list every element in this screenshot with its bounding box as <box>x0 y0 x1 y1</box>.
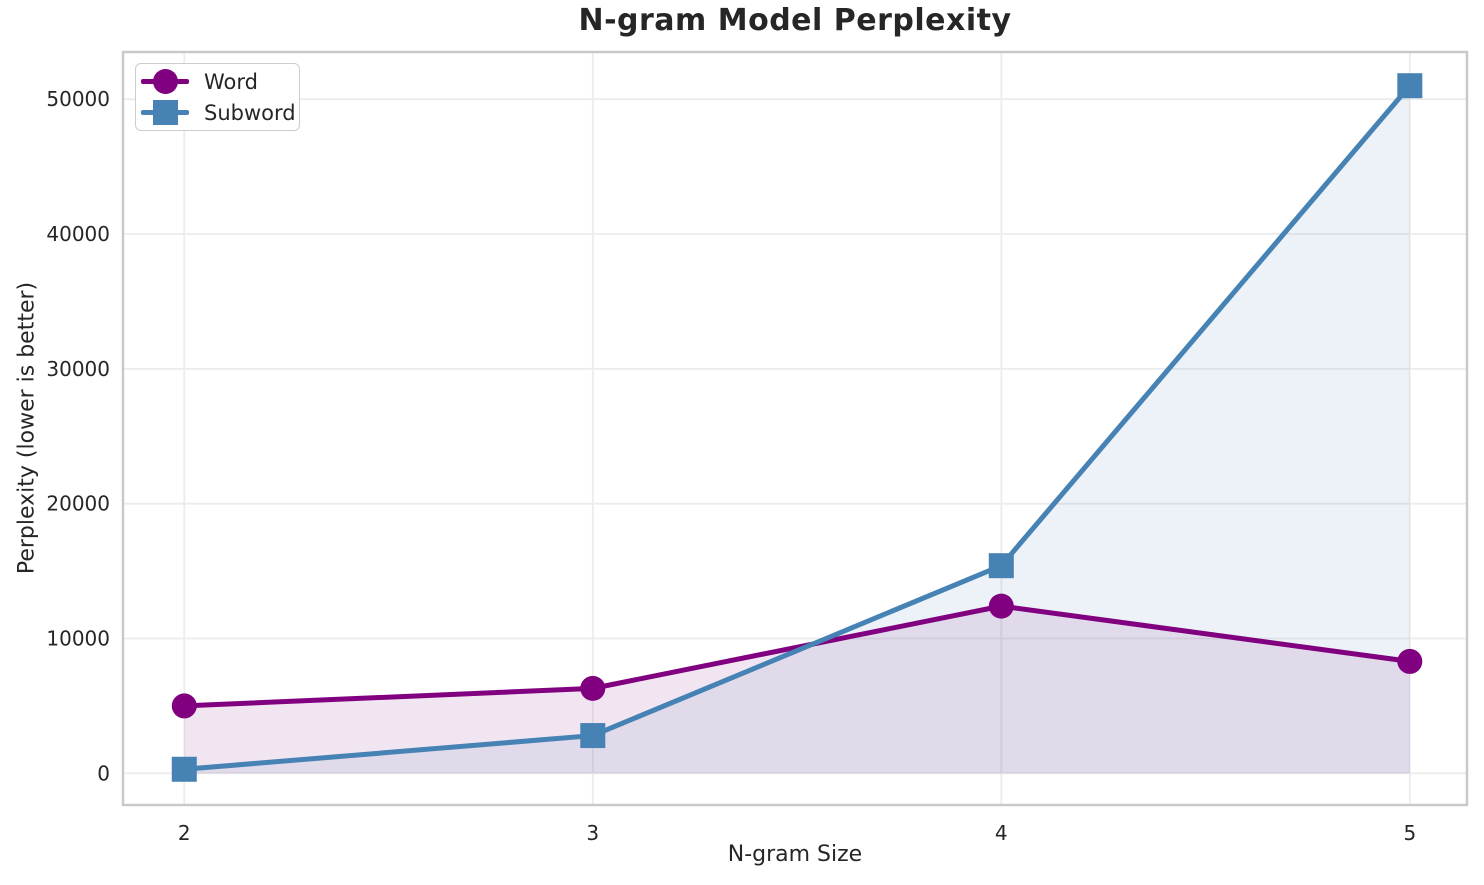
word-marker <box>988 593 1014 619</box>
subword-square-marker-icon <box>141 99 189 127</box>
y-tick-label: 10000 <box>46 626 110 650</box>
subword-marker <box>1397 73 1423 99</box>
word-circle-swatch <box>152 69 178 94</box>
subword-area <box>184 85 1410 774</box>
subword-line <box>184 84 1412 772</box>
x-tick-label: 2 <box>178 821 191 845</box>
subword-marker <box>171 756 197 782</box>
x-tick-label: 4 <box>995 821 1008 845</box>
word-area <box>184 606 1410 774</box>
word-marker <box>171 693 197 719</box>
x-tick-label: 5 <box>1403 821 1416 845</box>
y-tick-label: 20000 <box>46 492 110 516</box>
y-axis-label: Perplexity (lower is better) <box>14 281 40 575</box>
y-tick-label: 0 <box>97 761 110 785</box>
word-marker <box>580 675 606 701</box>
legend-item-word: Word <box>141 66 291 97</box>
plot-border <box>121 50 1469 807</box>
subword-marker <box>988 553 1014 579</box>
word-line <box>184 603 1411 709</box>
y-tick-label: 50000 <box>46 87 110 111</box>
legend-label-word: Word <box>204 69 258 94</box>
legend-item-subword: Subword <box>141 97 296 128</box>
word-circle-marker-icon <box>141 68 189 96</box>
subword-marker <box>580 723 606 749</box>
x-tick-label: 3 <box>586 821 599 845</box>
legend-label-subword: Subword <box>204 100 296 125</box>
subword-square-swatch <box>152 100 178 125</box>
legend: Word Subword <box>135 63 300 131</box>
word-marker <box>1397 648 1423 674</box>
chart-title: N-gram Model Perplexity <box>578 3 1012 38</box>
y-tick-label: 40000 <box>46 222 110 246</box>
y-tick-label: 30000 <box>46 357 110 381</box>
x-axis-label: N-gram Size <box>727 842 863 867</box>
